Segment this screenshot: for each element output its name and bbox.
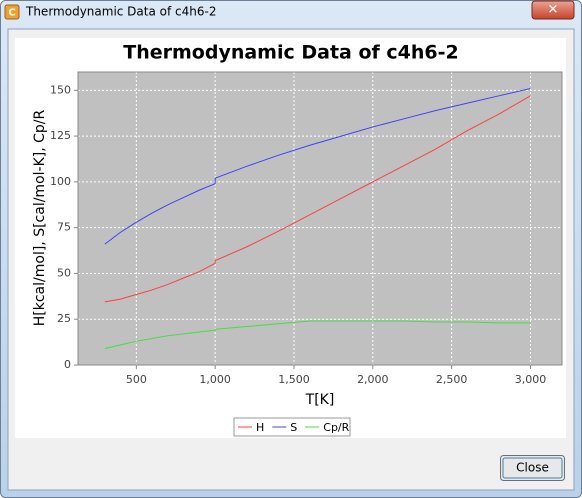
- y-tick-label: 0: [64, 358, 71, 371]
- close-button-label[interactable]: Close: [516, 461, 549, 475]
- x-tick-label: 3,000: [515, 373, 547, 386]
- app-icon: [4, 4, 20, 20]
- y-tick-label: 25: [57, 312, 71, 325]
- x-tick-label: 2,000: [357, 373, 389, 386]
- y-tick-label: 125: [50, 129, 71, 142]
- plot-border: [77, 71, 563, 366]
- series-line: [104, 87, 531, 245]
- x-tick-label: 1,500: [278, 373, 310, 386]
- x-tick-label: 2,500: [436, 373, 468, 386]
- series-line: [104, 320, 531, 350]
- chart-title: Thermodynamic Data of c4h6-2: [123, 42, 459, 64]
- y-axis-label: H[kcal/mol], S[cal/mol-K], Cp/R: [32, 110, 48, 327]
- close-button-focus[interactable]: [502, 457, 563, 479]
- y-tick-label: 150: [50, 83, 71, 96]
- y-tick-label: 75: [57, 221, 71, 234]
- y-tick-label: 100: [50, 175, 71, 188]
- app-icon-letter: C: [8, 8, 15, 19]
- plot-area: [78, 72, 562, 365]
- legend-label: Cp/R: [323, 421, 349, 434]
- legend: [233, 417, 351, 437]
- y-tick-label: 50: [57, 266, 71, 279]
- series-line: [104, 95, 531, 303]
- window-title: Thermodynamic Data of c4h6-2: [25, 5, 216, 19]
- x-tick-label: 500: [126, 373, 147, 386]
- legend-label: H: [256, 421, 264, 434]
- window-close-icon[interactable]: ✕: [548, 3, 559, 18]
- x-axis-label: T[K]: [305, 392, 335, 408]
- window-close[interactable]: [531, 0, 575, 20]
- x-tick-label: 1,000: [199, 373, 231, 386]
- close-button[interactable]: [500, 455, 565, 481]
- legend-label: S: [290, 421, 297, 434]
